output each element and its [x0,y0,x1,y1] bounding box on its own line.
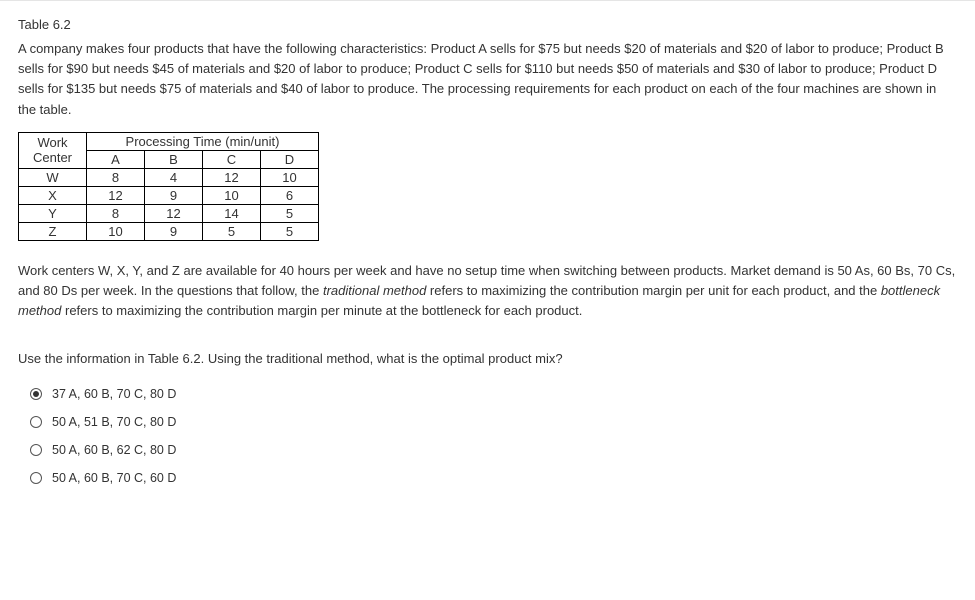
cell: 14 [203,204,261,222]
answer-label: 50 A, 60 B, 70 C, 60 D [52,471,176,485]
answer-label: 50 A, 51 B, 70 C, 80 D [52,415,176,429]
answer-option-3[interactable]: 50 A, 60 B, 62 C, 80 D [30,443,957,457]
answer-options: 37 A, 60 B, 70 C, 80 D 50 A, 51 B, 70 C,… [18,387,957,485]
col-header-d: D [261,150,319,168]
col-header-c: C [203,150,261,168]
answer-label: 50 A, 60 B, 62 C, 80 D [52,443,176,457]
question-page: Table 6.2 A company makes four products … [0,0,975,517]
cell: 12 [145,204,203,222]
cell: 10 [261,168,319,186]
cell: 5 [261,222,319,240]
row-header-label: Work Center [19,132,87,168]
cell: 12 [87,186,145,204]
context-mid: refers to maximizing the contribution ma… [426,283,881,298]
cell: 8 [87,168,145,186]
cell: 12 [203,168,261,186]
intro-paragraph: A company makes four products that have … [18,39,957,120]
table-row: X 12 9 10 6 [19,186,319,204]
processing-time-table: Work Center Processing Time (min/unit) A… [18,132,319,241]
cell: 10 [203,186,261,204]
answer-option-2[interactable]: 50 A, 51 B, 70 C, 80 D [30,415,957,429]
cell: 9 [145,186,203,204]
context-paragraph: Work centers W, X, Y, and Z are availabl… [18,261,957,321]
table-super-header: Processing Time (min/unit) [87,132,319,150]
cell: 4 [145,168,203,186]
row-label: X [19,186,87,204]
radio-icon[interactable] [30,388,42,400]
question-text: Use the information in Table 6.2. Using … [18,349,957,369]
answer-option-4[interactable]: 50 A, 60 B, 70 C, 60 D [30,471,957,485]
row-label: Z [19,222,87,240]
answer-label: 37 A, 60 B, 70 C, 80 D [52,387,176,401]
cell: 8 [87,204,145,222]
italic-term-1: traditional method [323,283,426,298]
answer-option-1[interactable]: 37 A, 60 B, 70 C, 80 D [30,387,957,401]
col-header-a: A [87,150,145,168]
radio-icon[interactable] [30,416,42,428]
radio-icon[interactable] [30,444,42,456]
radio-icon[interactable] [30,472,42,484]
cell: 6 [261,186,319,204]
row-label: W [19,168,87,186]
context-post: refers to maximizing the contribution ma… [61,303,582,318]
cell: 5 [261,204,319,222]
cell: 10 [87,222,145,240]
row-label: Y [19,204,87,222]
col-header-b: B [145,150,203,168]
table-label: Table 6.2 [18,15,957,35]
cell: 9 [145,222,203,240]
cell: 5 [203,222,261,240]
table-row: W 8 4 12 10 [19,168,319,186]
table-row: Y 8 12 14 5 [19,204,319,222]
table-row: Z 10 9 5 5 [19,222,319,240]
